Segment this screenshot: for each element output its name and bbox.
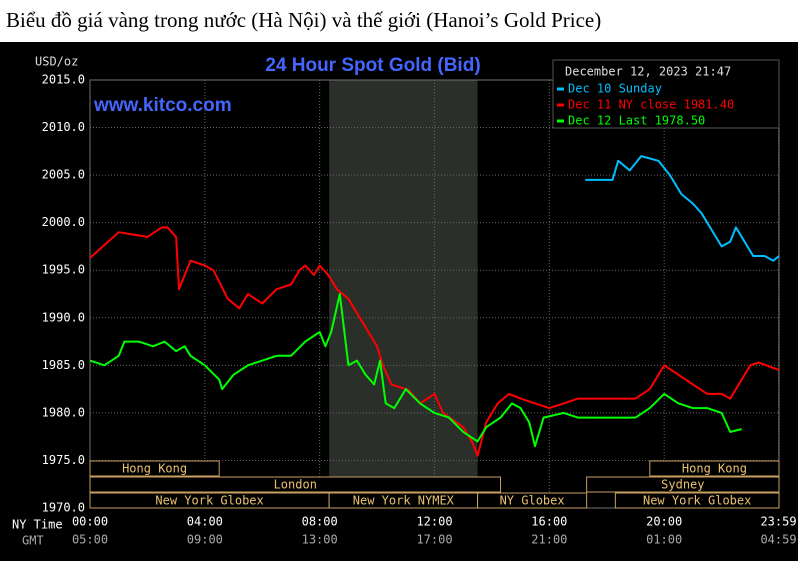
y-tick-label: 2015.0 [42,73,85,87]
x-tick-label: 00:00 [72,515,108,529]
y-tick-label: 2005.0 [42,168,85,182]
gmt-tick-label: 21:00 [531,533,567,547]
session-label: London [274,478,317,492]
y-tick-label: 2010.0 [42,120,85,134]
x-tick-label: 16:00 [531,515,567,529]
y-unit: USD/oz [35,55,78,69]
price-line [585,155,780,262]
page-title: Biểu đồ giá vàng trong nước (Hà Nội) và … [6,8,601,32]
gmt-tick-label: 05:00 [72,533,108,547]
y-tick-label: 1970.0 [42,501,85,515]
price-line [89,226,780,457]
y-tick-label: 1990.0 [42,310,85,324]
y-tick-label: 1980.0 [42,405,85,419]
legend-label: Dec 11 NY close 1981.40 [568,98,734,112]
gmt-tick-label: 04:59 [760,533,796,547]
y-tick-label: 2000.0 [42,215,85,229]
x-tick-label: 12:00 [416,515,452,529]
session-box [649,460,780,477]
session-box [614,492,780,509]
session-box [89,476,502,493]
legend-bg [552,59,780,129]
x-row-label: GMT [22,534,44,548]
gmt-tick-label: 09:00 [187,533,223,547]
session-label: New York Globex [643,494,751,508]
watermark: www.kitco.com [93,95,232,116]
session-label: NY Globex [500,494,565,508]
session-label: New York NYMEX [353,494,455,508]
session-label: Hong Kong [122,462,187,476]
x-tick-label: 20:00 [646,515,682,529]
session-box [89,460,220,477]
timestamp: December 12, 2023 21:47 [565,65,731,79]
session-box [477,492,588,509]
x-tick-label: 23:59 [760,515,796,529]
session-label: New York Globex [155,494,263,508]
x-tick-label: 08:00 [302,515,338,529]
x-row-label: NY Time [12,518,63,532]
gmt-tick-label: 01:00 [646,533,682,547]
gmt-tick-label: 13:00 [302,533,338,547]
session-label: Hong Kong [682,462,747,476]
session-box [586,476,780,493]
session-label: Sydney [661,478,704,492]
y-tick-label: 1975.0 [42,453,85,467]
legend-label: Dec 12 Last 1978.50 [568,114,705,128]
shaded-range [329,80,478,508]
legend-label: Dec 10 Sunday [568,82,662,96]
price-line [89,293,742,448]
header-bg [0,0,798,42]
y-tick-label: 1985.0 [42,358,85,372]
y-tick-label: 1995.0 [42,263,85,277]
gmt-tick-label: 17:00 [416,533,452,547]
chart-title: 24 Hour Spot Gold (Bid) [265,55,480,76]
x-tick-label: 04:00 [187,515,223,529]
